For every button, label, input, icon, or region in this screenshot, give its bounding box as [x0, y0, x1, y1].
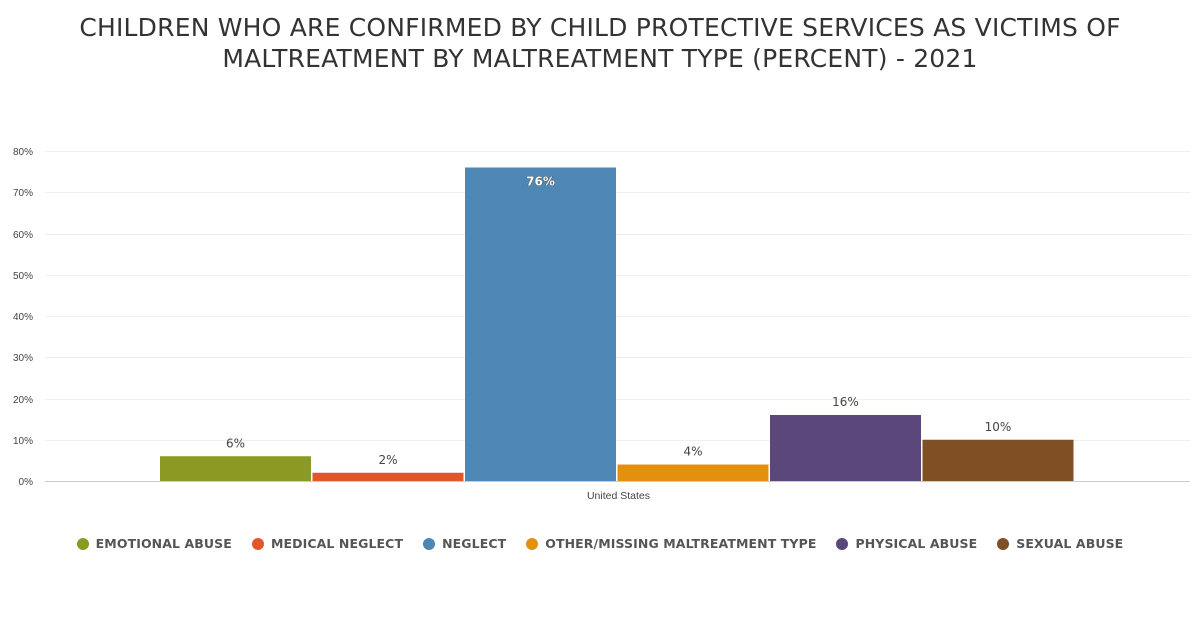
legend-item-neglect[interactable]: NEGLECT [423, 536, 506, 551]
chart-title-line-2: MALTREATMENT BY MALTREATMENT TYPE (PERCE… [222, 44, 978, 73]
bars [160, 167, 1074, 481]
data-label: 10% [985, 420, 1012, 434]
gridlines [45, 151, 1190, 482]
bar-sexual-abuse [922, 439, 1074, 481]
data-label: 76% [526, 175, 555, 189]
legend-marker-icon [997, 537, 1010, 550]
bar-emotional-abuse [160, 456, 311, 481]
bar-other-missing-maltreatment-type [617, 464, 769, 481]
legend-label: EMOTIONAL ABUSE [95, 536, 232, 551]
x-axis: United States [587, 490, 650, 502]
y-tick-label: 20% [13, 395, 33, 406]
legend-label: OTHER/MISSING MALTREATMENT TYPE [545, 536, 817, 551]
data-label: 6% [226, 436, 245, 450]
y-tick-label: 80% [13, 147, 33, 158]
legend-marker-icon [526, 537, 539, 550]
legend-label: NEGLECT [442, 536, 507, 551]
legend-item-sexual-abuse[interactable]: SEXUAL ABUSE [997, 536, 1123, 551]
legend-marker-icon [251, 537, 264, 550]
y-tick-label: 40% [13, 312, 33, 323]
legend-item-other-missing-maltreatment-type[interactable]: OTHER/MISSING MALTREATMENT TYPE [526, 536, 816, 551]
data-label: 16% [832, 395, 859, 409]
y-tick-label: 50% [13, 271, 33, 282]
y-axis: 0% 10% 20% 30% 40% 50% 60% 70% 80% [13, 147, 33, 488]
legend-item-medical-neglect[interactable]: MEDICAL NEGLECT [251, 536, 404, 551]
data-labels: 6% 2% 76% 4% 16% 10% [226, 174, 1012, 467]
legend-item-emotional-abuse[interactable]: EMOTIONAL ABUSE [76, 536, 232, 551]
bar-neglect [465, 167, 616, 481]
data-label: 2% [378, 453, 397, 467]
legend: EMOTIONAL ABUSE MEDICAL NEGLECT NEGLECT OTH… [0, 536, 1200, 551]
legend-label: MEDICAL NEGLECT [270, 536, 404, 551]
legend-label: PHYSICAL ABUSE [855, 536, 978, 551]
chart-title-line-1: CHILDREN WHO ARE CONFIRMED BY CHILD PROT… [79, 13, 1121, 42]
legend-marker-icon [423, 537, 436, 550]
y-tick-label: 10% [13, 436, 33, 447]
data-label: 4% [683, 445, 702, 459]
legend-label: SEXUAL ABUSE [1016, 536, 1124, 551]
y-tick-label: 60% [13, 230, 33, 241]
bar-physical-abuse [770, 415, 921, 481]
legend-marker-icon [836, 537, 849, 550]
bar-medical-neglect [312, 472, 464, 481]
legend-item-physical-abuse[interactable]: PHYSICAL ABUSE [836, 536, 977, 551]
y-tick-label: 0% [19, 477, 34, 488]
x-tick-label: United States [587, 490, 650, 502]
y-tick-label: 70% [13, 188, 33, 199]
chart-title: CHILDREN WHO ARE CONFIRMED BY CHILD PROT… [0, 12, 1200, 74]
legend-marker-icon [76, 537, 89, 550]
y-tick-label: 30% [13, 353, 33, 364]
